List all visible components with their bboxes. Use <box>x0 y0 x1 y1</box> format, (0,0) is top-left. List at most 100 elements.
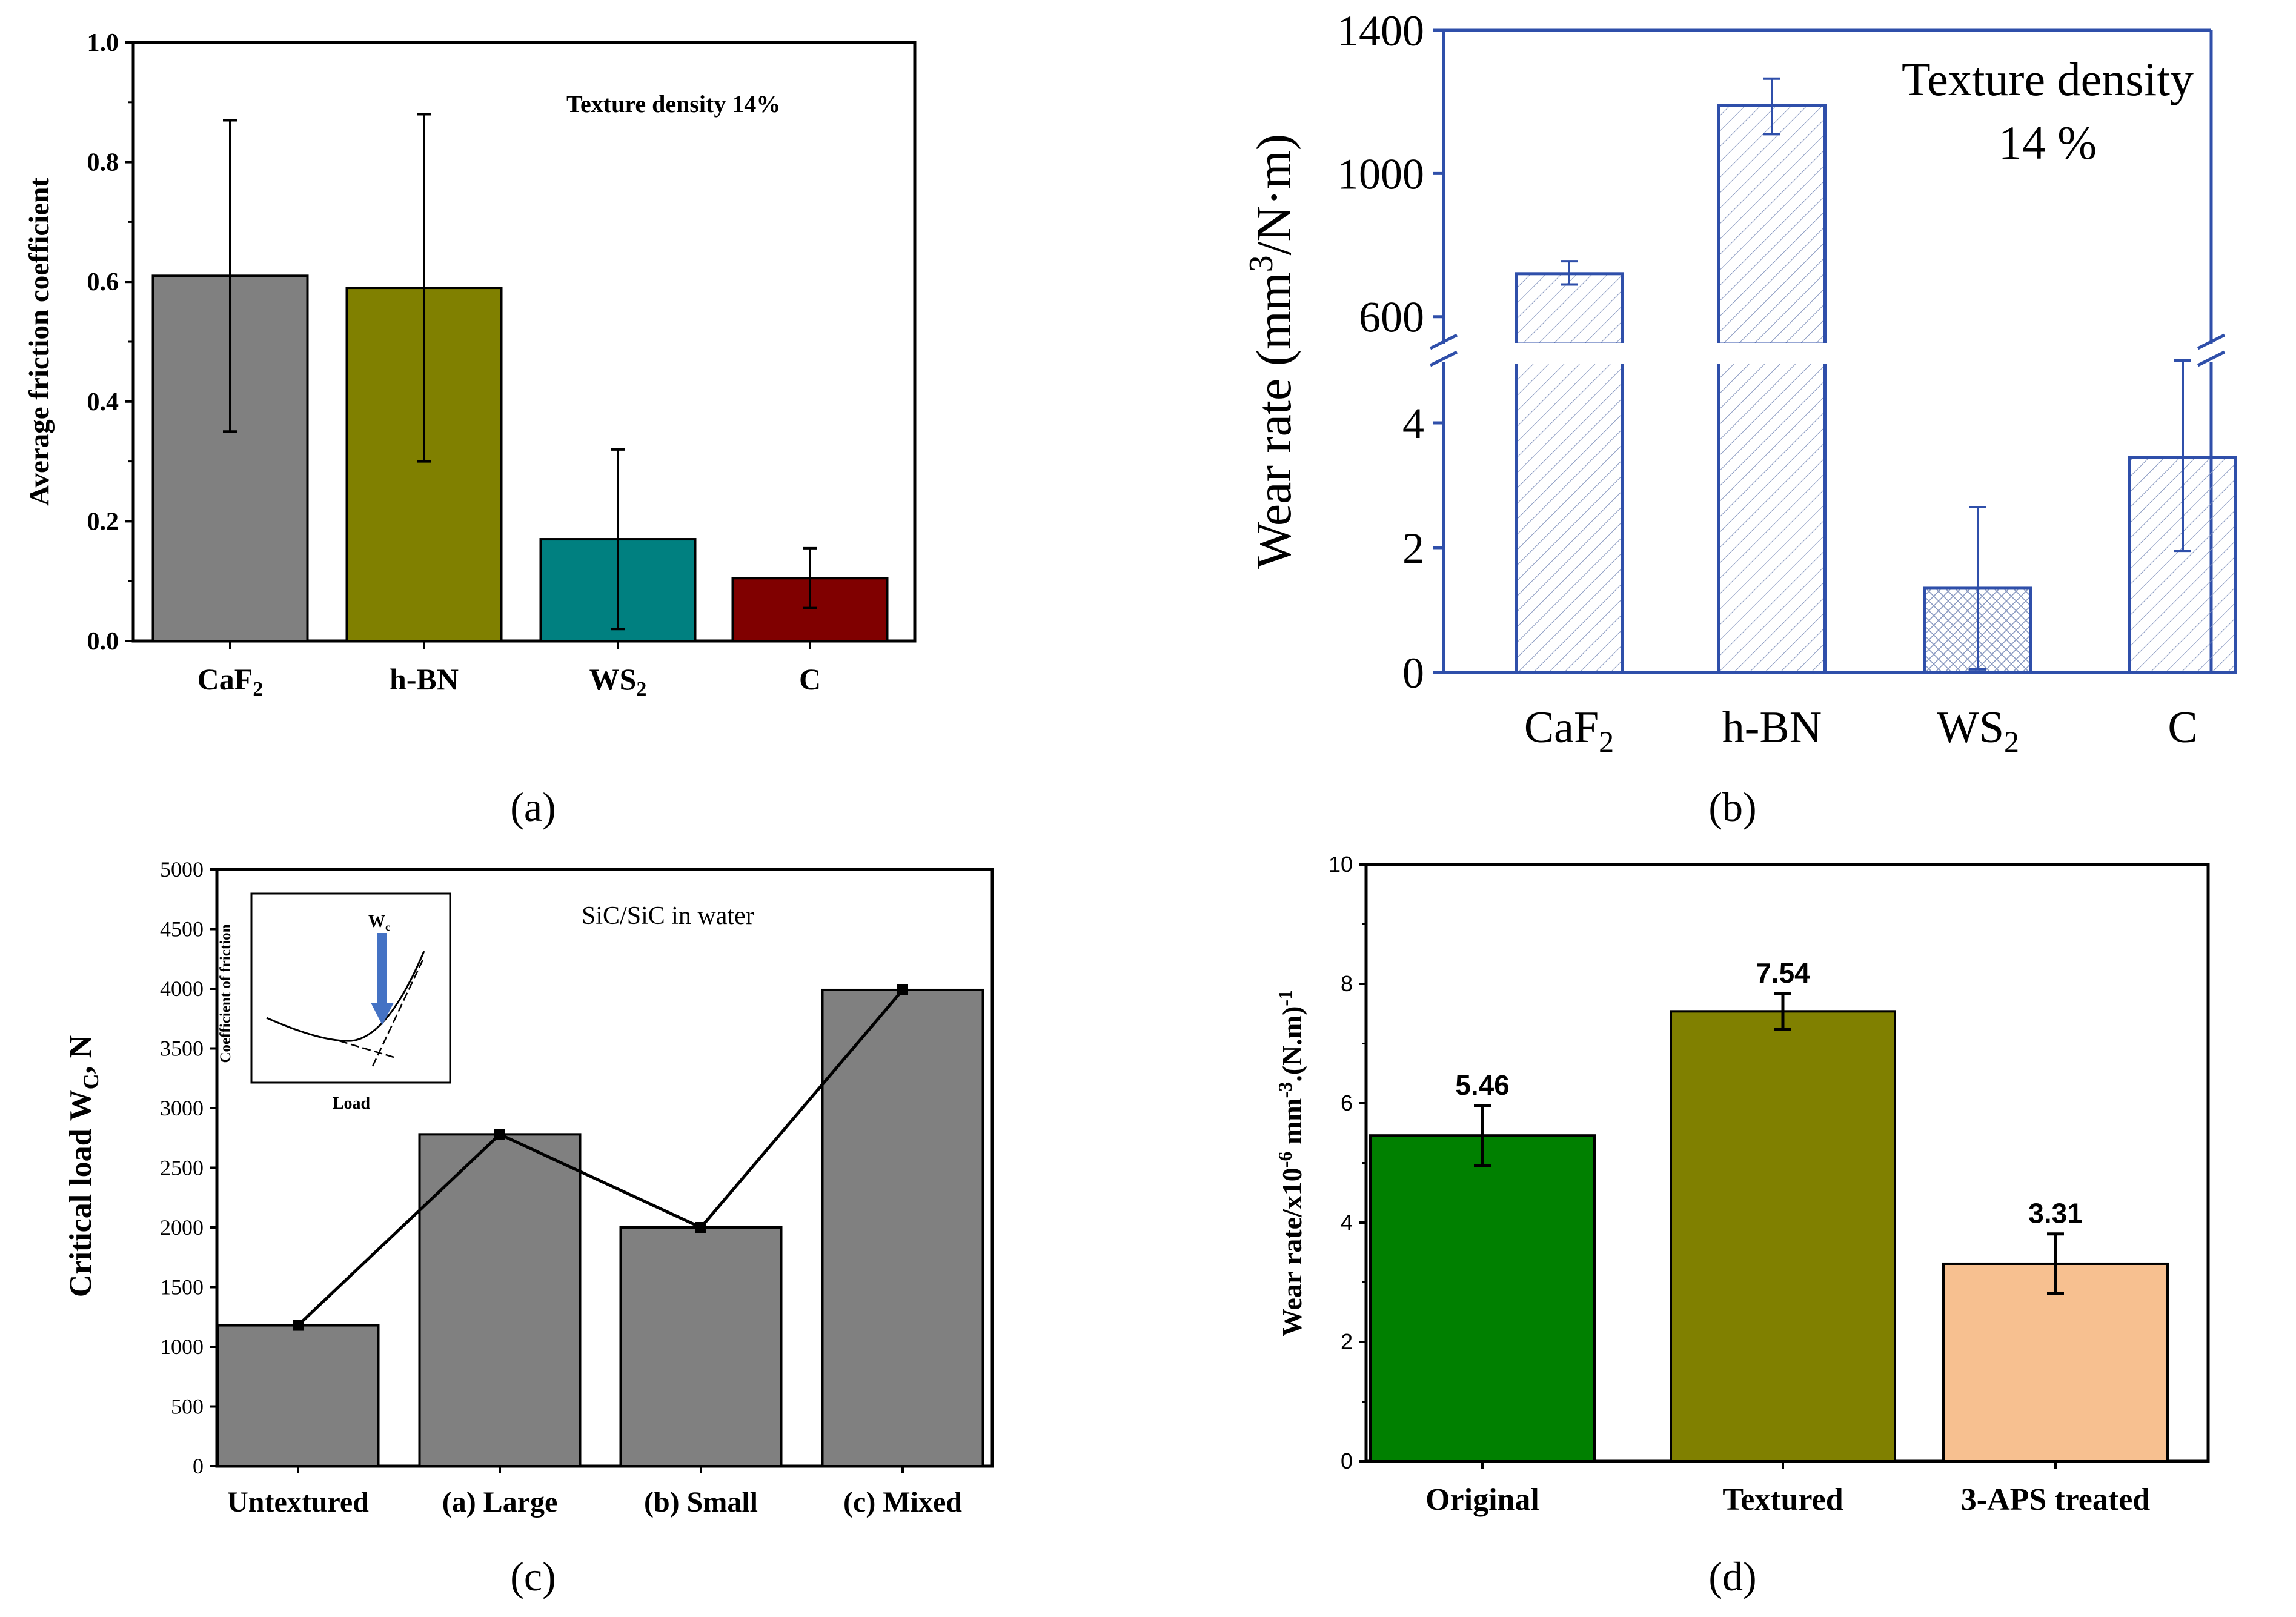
panel-d-wear-rate-chart: 0 2 4 6 8 10 5.46 7.54 3.31 Original Textured 3-A… <box>1274 852 2210 1599</box>
bar-2 <box>1942 1262 2169 1463</box>
bar-1 <box>1670 1010 1896 1463</box>
error-bar-1 <box>417 113 431 463</box>
error-bar-1 <box>1763 77 1780 136</box>
panel-c-inset-dashed-line-2 <box>371 957 425 1067</box>
y-tick-label: 8 <box>1341 971 1353 996</box>
y-tick-label: 0 <box>1341 1449 1353 1473</box>
y-tick-label: 0.4 <box>87 388 119 416</box>
x-tick-label-0: Original <box>1425 1483 1539 1517</box>
x-tick-label-3: C <box>799 662 821 696</box>
panel-b-y-axis-label: Wear rate (mm3/N·m) <box>1243 134 1301 569</box>
error-bar-0 <box>223 119 237 433</box>
y-tick-label: 0.0 <box>87 628 119 656</box>
panel-a-bars <box>151 274 889 643</box>
y-tick-label: 5000 <box>160 857 204 882</box>
value-label-2: 3.31 <box>2028 1198 2083 1229</box>
panel-b-y-axis: 600 1000 1400 0 2 4 <box>1337 7 1444 697</box>
panel-c-inset: Wc Coefficient of friction Load <box>217 892 451 1113</box>
bar-0 <box>1513 272 1625 674</box>
axis-break-mark <box>2197 333 2226 350</box>
error-bar-3 <box>2174 359 2191 553</box>
value-label-1: 7.54 <box>1756 957 1810 989</box>
y-tick-label: 1500 <box>160 1275 204 1300</box>
x-tick-label-1: h-BN <box>1722 703 1822 752</box>
panel-d-error-bars <box>1474 992 2064 1295</box>
y-tick-label: 4 <box>1341 1210 1353 1235</box>
panel-c-annotation: SiC/SiC in water <box>582 902 754 930</box>
y-tick-label: 1.0 <box>87 29 119 57</box>
panel-a-error-bars <box>223 113 817 631</box>
panel-b-annotation-line2: 14 % <box>1999 116 2097 169</box>
error-bar-1 <box>1774 992 1791 1031</box>
panel-a-label: (a) <box>510 784 556 830</box>
panel-d-label: (d) <box>1708 1553 1756 1599</box>
trend-marker-1 <box>494 1129 505 1140</box>
bar-3 <box>821 988 984 1467</box>
panel-c-inset-arrow-head <box>371 1003 394 1025</box>
panel-c-label: (c) <box>510 1553 556 1599</box>
x-tick-label-2: (b) Small <box>644 1486 758 1518</box>
y-tick-label: 3000 <box>160 1096 204 1120</box>
bar-1 <box>418 1133 582 1467</box>
axis-break-mark <box>1429 333 1458 350</box>
x-tick-label-2: WS2 <box>1937 703 2019 759</box>
trend-polyline <box>297 989 904 1327</box>
panel-b-label: (b) <box>1708 784 1756 830</box>
panel-d-x-tick-labels: Original Textured 3-APS treated <box>1425 1461 2150 1517</box>
y-tick-label: 600 <box>1359 293 1424 342</box>
panel-c-trend-line <box>293 984 908 1331</box>
value-label-0: 5.46 <box>1455 1069 1510 1101</box>
panel-a-y-axis: 0.0 0.2 0.4 0.6 0.8 1.0 <box>87 29 133 656</box>
x-tick-label-0: CaF2 <box>1524 703 1614 759</box>
x-tick-label-1: (a) Large <box>442 1486 558 1518</box>
panel-b-wear-rate-chart: 600 1000 1400 0 2 4 CaF2 h-BN WS2 C Texture dens… <box>1243 7 2237 830</box>
bar-0 <box>216 1324 380 1468</box>
error-bar-0 <box>1474 1104 1491 1167</box>
error-bar-2 <box>1969 506 1986 671</box>
panel-a-y-axis-label: Average friction coefficient <box>24 178 55 506</box>
y-tick-label: 2500 <box>160 1156 204 1180</box>
error-bar-2 <box>611 448 625 631</box>
panel-c-bars <box>216 988 984 1468</box>
y-tick-label: 2 <box>1341 1329 1353 1354</box>
panel-c-inset-dashed-line <box>339 1040 394 1058</box>
y-tick-label: 0.8 <box>87 149 119 177</box>
y-tick-label: 1000 <box>160 1335 204 1359</box>
panel-c-x-tick-labels: Untextured (a) Large (b) Small (c) Mixed <box>227 1466 962 1518</box>
x-tick-label-0: CaF2 <box>197 662 264 700</box>
panel-b-annotation-line1: Texture density <box>1902 53 2194 105</box>
y-tick-label: 4 <box>1402 399 1424 448</box>
bar-0 <box>1369 1134 1596 1463</box>
axis-break-mark <box>2197 350 2226 367</box>
panel-c-inset-marker: Wc <box>368 912 390 933</box>
panel-c-inset-y-label: Coefficient of friction <box>217 924 234 1063</box>
x-tick-label-2: 3-APS treated <box>1961 1483 2150 1517</box>
trend-marker-2 <box>695 1222 706 1233</box>
panel-b-bars <box>1513 104 2237 674</box>
trend-marker-3 <box>897 984 908 995</box>
y-tick-label: 500 <box>171 1395 204 1419</box>
x-tick-label-2: WS2 <box>589 662 647 700</box>
panel-a-annotation: Texture density 14% <box>566 90 780 118</box>
panel-c-y-axis: 0 500 1000 1500 2000 2500 3000 3500 4000 4500 5000 <box>160 857 217 1478</box>
x-tick-label-1: h-BN <box>390 662 459 696</box>
x-tick-label-0: Untextured <box>227 1486 369 1518</box>
y-tick-label: 3500 <box>160 1037 204 1061</box>
y-tick-label: 4500 <box>160 917 204 941</box>
panel-c-inset-frame <box>250 892 451 1084</box>
panel-c-inset-arrow-shaft <box>377 933 387 1006</box>
panel-c-critical-load-chart: 0 500 1000 1500 2000 2500 3000 3500 4000 4500 5000… <box>64 857 994 1599</box>
panel-d-y-axis: 0 2 4 6 8 10 <box>1329 852 1366 1473</box>
panel-d-bars <box>1369 1010 2169 1463</box>
panel-a-friction-chart: 0.0 0.2 0.4 0.6 0.8 1.0 CaF2 h-BN WS2 C Texture … <box>24 29 917 830</box>
y-tick-label: 4000 <box>160 977 204 1001</box>
y-tick-label: 6 <box>1341 1091 1353 1115</box>
panel-c-inset-curve <box>266 951 425 1042</box>
bar-1 <box>1716 104 1828 674</box>
y-tick-label: 0.2 <box>87 508 119 536</box>
y-tick-label: 10 <box>1329 852 1353 877</box>
error-bar-0 <box>1561 260 1578 286</box>
error-bar-3 <box>803 546 817 609</box>
panel-d-y-axis-label: Wear rate/x10-6 mm-3.(N.m)-1 <box>1274 990 1307 1336</box>
y-tick-label: 0 <box>193 1454 204 1478</box>
